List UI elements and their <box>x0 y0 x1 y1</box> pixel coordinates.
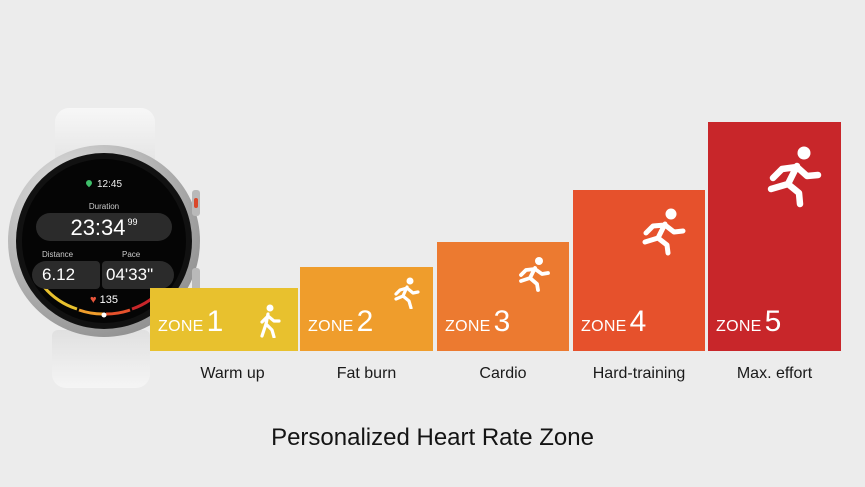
zone-1-label: ZONE 1 <box>158 305 224 338</box>
zone-1-name: Warm up <box>200 365 265 382</box>
distance-pill <box>32 261 100 289</box>
watch-home-button <box>192 190 200 216</box>
zone-4-name: Hard-training <box>592 365 686 382</box>
sprinting-person-icon <box>642 208 686 256</box>
pace-value: 04'33" <box>106 265 154 284</box>
zone-1-block: ZONE 1 <box>150 288 298 351</box>
distance-label: Distance <box>42 250 74 259</box>
max-sprint-person-icon <box>767 146 822 208</box>
pace-label: Pace <box>122 250 141 259</box>
zone-2-name: Fat burn <box>336 365 397 382</box>
zone-5-name: Max. effort <box>736 365 813 382</box>
zone-4-block: ZONE 4 <box>573 190 705 351</box>
zone-5-block: ZONE 5 <box>708 122 841 351</box>
duration-fraction: 99 <box>127 217 138 227</box>
heart-rate-row: ♥ 135 <box>22 294 186 306</box>
watch-back-button <box>192 268 200 294</box>
diagram-title: Personalized Heart Rate Zone <box>271 424 594 451</box>
heart-icon: ♥ <box>90 294 97 306</box>
location-pin-icon <box>84 178 94 188</box>
watch-time: 12:45 <box>96 179 123 190</box>
duration-label: Duration <box>88 202 120 211</box>
zone-2-label: ZONE 2 <box>308 305 374 338</box>
zone-3-name: Cardio <box>479 365 527 382</box>
distance-value: 6.12 <box>42 265 76 284</box>
watch-band-bottom <box>52 330 150 388</box>
jogging-person-icon <box>394 277 420 309</box>
zone-2-block: ZONE 2 <box>300 267 433 351</box>
running-person-icon <box>519 257 550 292</box>
duration-pill <box>36 213 172 241</box>
watch-time-row: 12:45 <box>22 178 186 190</box>
watch-screen: 12:45 Duration 23:34 99 Distance Pace 6.1… <box>22 159 186 323</box>
zone-4-label: ZONE 4 <box>581 305 647 338</box>
heart-rate-value: 135 <box>99 294 118 306</box>
zone-3-label: ZONE 3 <box>445 305 511 338</box>
pace-pill <box>102 261 174 289</box>
duration-value-row: 23:34 99 <box>22 215 186 241</box>
zone-3-block: ZONE 3 <box>437 242 569 351</box>
walking-person-icon <box>260 304 281 338</box>
duration-value: 23:34 <box>70 215 126 240</box>
zone-5-label: ZONE 5 <box>716 305 782 338</box>
